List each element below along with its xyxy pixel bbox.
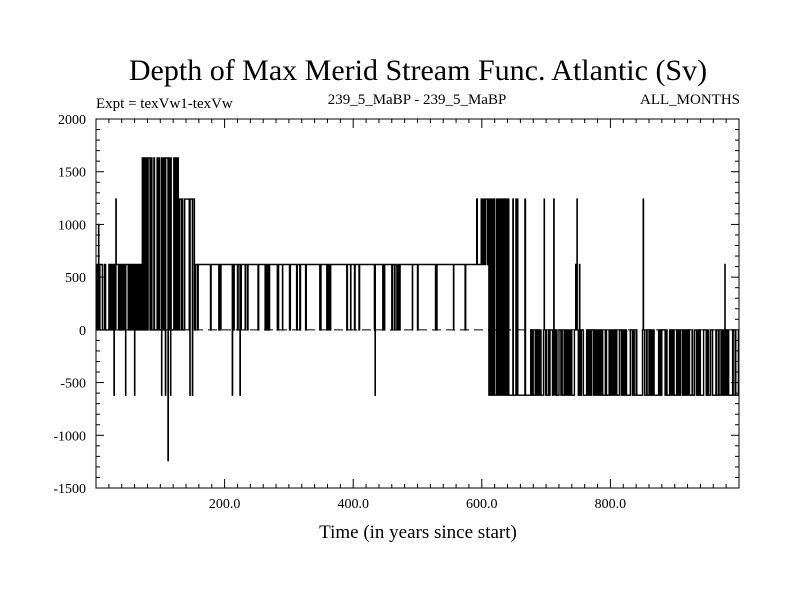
x-axis-label: Time (in years since start)	[319, 522, 517, 543]
y-axis: -1500 -1000 -500 0 500 1000 1500 2000	[53, 113, 739, 497]
x-tick-label: 400.0	[337, 497, 369, 512]
series-line	[95, 157, 740, 462]
chart-title: Depth of Max Merid Stream Func. Atlantic…	[129, 54, 707, 87]
y-tick-label: 1000	[58, 218, 86, 233]
period-label: 239_5_MaBP - 239_5_MaBP	[328, 92, 507, 108]
x-tick-label: 800.0	[595, 497, 627, 512]
data-series	[95, 157, 740, 462]
y-tick-label: 2000	[58, 113, 86, 128]
y-tick-label: 0	[79, 324, 86, 339]
y-tick-label: -1500	[53, 482, 86, 497]
y-tick-label: -500	[60, 377, 86, 392]
x-tick-label: 200.0	[209, 497, 241, 512]
x-axis: 200.0 400.0 600.0 800.0	[108, 119, 727, 512]
months-label: ALL_MONTHS	[640, 92, 740, 108]
y-tick-label: 500	[65, 271, 86, 286]
x-tick-label: 600.0	[466, 497, 498, 512]
experiment-label: Expt = texVw1-texVw	[96, 96, 233, 112]
y-tick-label: -1000	[53, 429, 86, 444]
y-tick-label: 1500	[58, 166, 86, 181]
